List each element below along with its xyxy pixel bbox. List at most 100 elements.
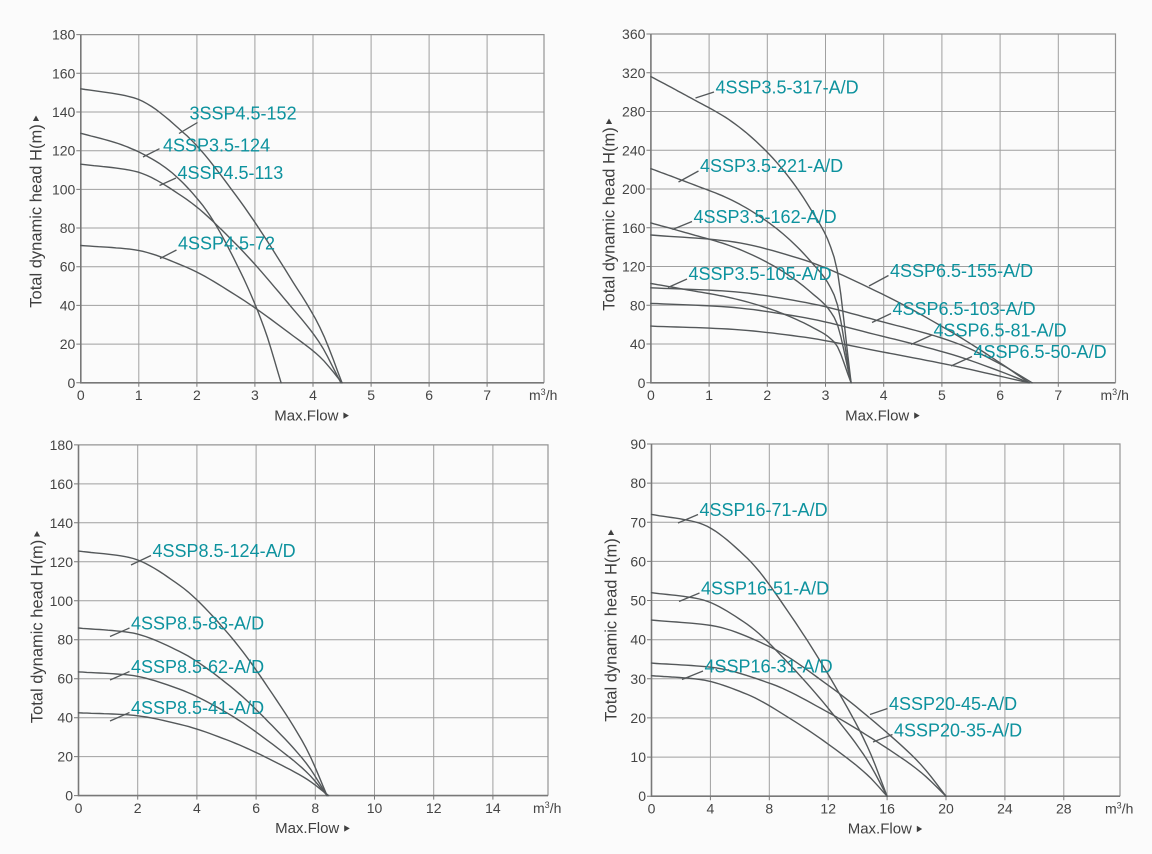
svg-text:4SSP3.5-124: 4SSP3.5-124 xyxy=(163,136,270,156)
svg-text:8: 8 xyxy=(311,800,319,816)
svg-text:140: 140 xyxy=(50,515,74,531)
svg-text:4SSP16-31-A/D: 4SSP16-31-A/D xyxy=(705,657,833,677)
svg-text:4SSP20-35-A/D: 4SSP20-35-A/D xyxy=(894,721,1022,741)
svg-text:4SSP3.5-221-A/D: 4SSP3.5-221-A/D xyxy=(700,156,843,176)
svg-text:4SSP6.5-155-A/D: 4SSP6.5-155-A/D xyxy=(890,261,1033,281)
svg-text:4SSP16-51-A/D: 4SSP16-51-A/D xyxy=(701,579,829,599)
svg-text:6: 6 xyxy=(425,387,433,403)
svg-text:320: 320 xyxy=(622,65,646,81)
svg-text:40: 40 xyxy=(57,710,73,726)
svg-text:1: 1 xyxy=(705,387,713,403)
svg-text:0: 0 xyxy=(75,800,83,816)
svg-text:100: 100 xyxy=(52,181,76,197)
svg-text:30: 30 xyxy=(630,671,646,687)
svg-text:0: 0 xyxy=(648,801,656,817)
svg-text:4SSP3.5-317-A/D: 4SSP3.5-317-A/D xyxy=(716,78,859,98)
svg-text:20: 20 xyxy=(630,710,646,726)
svg-text:14: 14 xyxy=(485,800,501,816)
svg-text:4SSP6.5-103-A/D: 4SSP6.5-103-A/D xyxy=(893,299,1036,319)
svg-text:60: 60 xyxy=(57,671,73,687)
svg-text:m3/h: m3/h xyxy=(1105,801,1133,817)
svg-text:0: 0 xyxy=(638,788,646,804)
svg-text:28: 28 xyxy=(1056,801,1072,817)
svg-text:100: 100 xyxy=(50,593,74,609)
svg-text:12: 12 xyxy=(426,800,442,816)
svg-text:200: 200 xyxy=(622,181,646,197)
svg-text:Max.Flow: Max.Flow xyxy=(848,821,912,838)
svg-text:4SSP8.5-41-A/D: 4SSP8.5-41-A/D xyxy=(131,698,264,718)
svg-text:40: 40 xyxy=(60,297,76,313)
svg-text:180: 180 xyxy=(50,437,74,453)
svg-text:80: 80 xyxy=(630,297,646,313)
svg-text:4SSP3.5-105-A/D: 4SSP3.5-105-A/D xyxy=(689,264,832,284)
svg-text:Total dynamic head H(m): Total dynamic head H(m) xyxy=(601,127,619,310)
svg-text:1: 1 xyxy=(135,387,143,403)
svg-text:20: 20 xyxy=(938,801,954,817)
svg-text:180: 180 xyxy=(52,27,76,43)
svg-text:m3/h: m3/h xyxy=(529,387,557,403)
svg-text:10: 10 xyxy=(630,749,646,765)
svg-text:m3/h: m3/h xyxy=(1101,387,1129,403)
svg-text:10: 10 xyxy=(367,800,383,816)
svg-text:60: 60 xyxy=(60,259,76,275)
svg-text:4: 4 xyxy=(880,387,888,403)
svg-text:12: 12 xyxy=(820,801,836,817)
svg-text:4SSP4.5-113: 4SSP4.5-113 xyxy=(178,163,284,183)
svg-text:160: 160 xyxy=(50,476,74,492)
svg-text:4SSP16-71-A/D: 4SSP16-71-A/D xyxy=(700,500,828,520)
svg-text:Total dynamic head H(m): Total dynamic head H(m) xyxy=(29,540,47,723)
svg-text:160: 160 xyxy=(622,220,646,236)
svg-text:0: 0 xyxy=(65,788,73,804)
svg-text:0: 0 xyxy=(647,387,655,403)
svg-text:90: 90 xyxy=(630,436,646,452)
svg-text:80: 80 xyxy=(60,220,76,236)
svg-text:24: 24 xyxy=(997,801,1013,817)
svg-text:80: 80 xyxy=(57,632,73,648)
svg-text:Max.Flow: Max.Flow xyxy=(275,820,339,837)
svg-text:6: 6 xyxy=(252,800,260,816)
svg-text:40: 40 xyxy=(630,336,646,352)
svg-text:16: 16 xyxy=(879,801,895,817)
svg-text:4: 4 xyxy=(707,801,715,817)
svg-text:2: 2 xyxy=(193,387,201,403)
svg-text:4SSP4.5-72: 4SSP4.5-72 xyxy=(178,234,275,254)
svg-text:3: 3 xyxy=(251,387,259,403)
svg-text:40: 40 xyxy=(630,632,646,648)
svg-text:2: 2 xyxy=(763,387,771,403)
svg-text:m3/h: m3/h xyxy=(533,800,561,816)
svg-text:7: 7 xyxy=(1054,387,1062,403)
svg-text:Max.Flow: Max.Flow xyxy=(845,407,909,424)
svg-text:0: 0 xyxy=(68,375,76,391)
svg-text:70: 70 xyxy=(630,514,646,530)
svg-text:360: 360 xyxy=(622,26,646,42)
svg-text:5: 5 xyxy=(367,387,375,403)
svg-text:Total dynamic head H(m): Total dynamic head H(m) xyxy=(603,538,621,721)
svg-text:20: 20 xyxy=(57,749,73,765)
svg-text:Max.Flow: Max.Flow xyxy=(274,407,338,424)
svg-text:0: 0 xyxy=(77,387,85,403)
svg-text:4SSP3.5-162-A/D: 4SSP3.5-162-A/D xyxy=(694,207,837,227)
svg-text:Total dynamic head H(m): Total dynamic head H(m) xyxy=(28,124,46,307)
svg-text:6: 6 xyxy=(996,387,1004,403)
svg-text:80: 80 xyxy=(630,475,646,491)
svg-text:50: 50 xyxy=(630,593,646,609)
svg-text:240: 240 xyxy=(622,142,646,158)
svg-text:160: 160 xyxy=(52,65,76,81)
svg-text:3SSP4.5-152: 3SSP4.5-152 xyxy=(190,104,297,124)
svg-text:5: 5 xyxy=(938,387,946,403)
svg-text:140: 140 xyxy=(52,104,76,120)
svg-text:4SSP20-45-A/D: 4SSP20-45-A/D xyxy=(889,694,1017,714)
svg-text:120: 120 xyxy=(622,259,646,275)
svg-text:120: 120 xyxy=(52,143,76,159)
svg-text:120: 120 xyxy=(50,554,74,570)
svg-text:4: 4 xyxy=(309,387,317,403)
svg-text:20: 20 xyxy=(60,336,76,352)
svg-text:8: 8 xyxy=(765,801,773,817)
svg-text:4SSP8.5-83-A/D: 4SSP8.5-83-A/D xyxy=(131,614,264,634)
svg-text:4SSP8.5-62-A/D: 4SSP8.5-62-A/D xyxy=(131,657,264,677)
svg-text:4: 4 xyxy=(193,800,201,816)
svg-text:280: 280 xyxy=(622,104,646,120)
svg-text:3: 3 xyxy=(822,387,830,403)
svg-text:7: 7 xyxy=(483,387,491,403)
svg-text:4SSP6.5-50-A/D: 4SSP6.5-50-A/D xyxy=(974,342,1107,362)
